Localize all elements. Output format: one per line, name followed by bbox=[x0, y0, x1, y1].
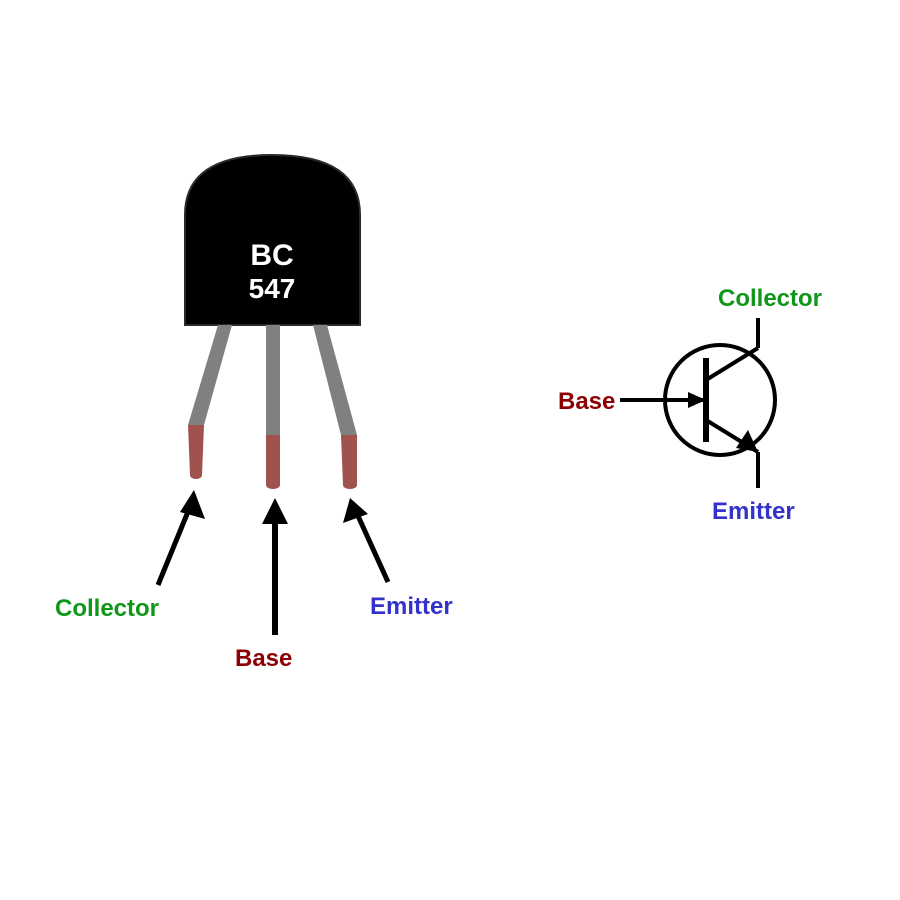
part-number-line2: 547 bbox=[249, 273, 296, 304]
base-label: Base bbox=[235, 645, 292, 673]
pinout-arrows bbox=[158, 490, 388, 635]
symbol-collector-diag bbox=[706, 348, 758, 380]
collector-arrow-head bbox=[180, 490, 205, 519]
base-leg-gray bbox=[266, 325, 280, 435]
symbol-collector-label: Collector bbox=[718, 285, 822, 313]
base-leg-red bbox=[266, 435, 280, 485]
collector-leg-red bbox=[188, 425, 204, 475]
transistor-diagram: BC 547 bbox=[0, 0, 900, 900]
schematic-symbol bbox=[620, 318, 775, 488]
emitter-arrow-line bbox=[354, 507, 388, 582]
emitter-leg-red bbox=[341, 435, 357, 485]
part-number-line1: BC bbox=[250, 239, 293, 272]
symbol-emitter-label: Emitter bbox=[712, 498, 795, 526]
emitter-leg-gray bbox=[313, 325, 357, 435]
transistor-package: BC 547 bbox=[185, 155, 360, 489]
collector-leg-gray bbox=[188, 325, 232, 425]
emitter-label: Emitter bbox=[370, 593, 453, 621]
collector-label: Collector bbox=[55, 595, 159, 623]
emitter-arrow-head bbox=[343, 498, 368, 523]
symbol-base-label: Base bbox=[558, 388, 615, 416]
base-arrow-head bbox=[262, 498, 288, 524]
